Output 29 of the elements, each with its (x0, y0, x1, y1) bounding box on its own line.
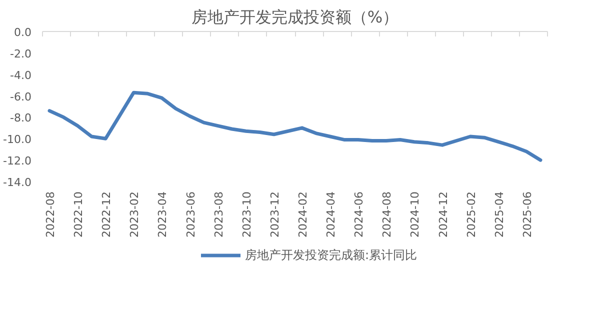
y-tick-label: -2.0 (10, 47, 32, 60)
y-tick-label: -6.0 (10, 90, 32, 104)
x-tick-label: 2024-06 (352, 191, 366, 238)
x-tick-label: 2023-02 (128, 191, 142, 238)
y-tick-label: -12.0 (3, 154, 32, 168)
x-tick-label: 2023-10 (240, 191, 254, 238)
x-tick-label: 2024-10 (408, 191, 422, 238)
x-tick-label: 2024-04 (324, 191, 338, 238)
x-tick-label: 2025-06 (520, 191, 534, 238)
chart-title: 房地产开发完成投资额（%） (191, 8, 399, 26)
legend-label: 房地产开发投资完成额:累计同比 (244, 246, 418, 264)
x-tick-label: 2024-12 (436, 191, 450, 238)
x-tick-label: 2022-12 (100, 191, 114, 238)
y-tick-label: -14.0 (3, 176, 32, 189)
x-tick-label: 2024-08 (380, 191, 394, 238)
y-tick-label: 0.0 (14, 26, 32, 39)
x-tick-label: 2025-02 (464, 191, 478, 238)
x-tick-label: 2024-02 (296, 191, 310, 238)
y-tick-label: -4.0 (10, 68, 32, 82)
x-tick-label: 2022-10 (72, 191, 86, 238)
line-series (48, 90, 542, 162)
x-tick-label: 2025-04 (492, 191, 506, 238)
y-tick-label: -10.0 (3, 133, 32, 146)
y-tick-label: -8.0 (10, 112, 32, 125)
x-tick-label: 2023-12 (268, 191, 282, 238)
x-tick-label: 2023-06 (184, 191, 198, 238)
x-tick-label: 2023-08 (212, 191, 226, 238)
x-tick-label: 2022-08 (44, 191, 58, 238)
x-tick-label: 2023-04 (156, 191, 170, 238)
